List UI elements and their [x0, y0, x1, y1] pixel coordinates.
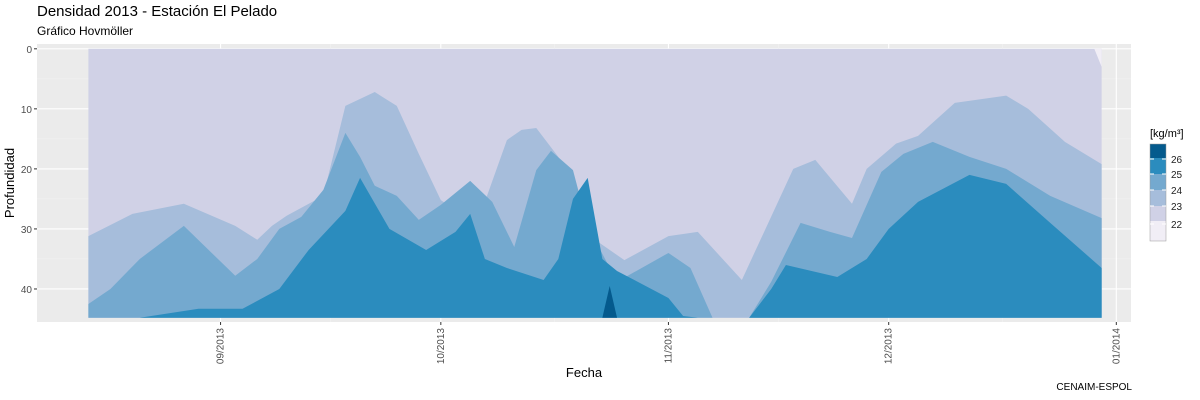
legend-title: [kg/m³]: [1150, 128, 1184, 140]
density-fills: [88, 48, 1102, 318]
y-tick-label: 10: [21, 105, 33, 116]
density-region-22: [1094, 48, 1102, 109]
y-tick-label: 0: [26, 45, 32, 56]
legend-swatch: [1150, 221, 1166, 241]
x-tick-label: 01/2014: [1111, 328, 1122, 365]
y-tick-label: 40: [21, 285, 33, 296]
legend-border: [1149, 143, 1167, 242]
legend-label: 26: [1171, 155, 1183, 166]
x-tick-label: 09/2013: [216, 328, 227, 365]
caption: CENAIM-ESPOL: [1056, 382, 1132, 393]
density-region-26: [602, 285, 618, 318]
x-tick-label: 12/2013: [884, 328, 895, 365]
chart-title: Densidad 2013 - Estación El Pelado: [37, 3, 278, 20]
y-tick-label: 30: [21, 225, 33, 236]
legend-swatch: [1150, 206, 1166, 221]
legend-swatch: [1150, 190, 1166, 206]
legend-swatch: [1150, 174, 1166, 190]
x-axis-ticks: 09/2013 10/2013 11/2013 12/2013 01/2014: [216, 322, 1122, 365]
chart-subtitle: Gráfico Hovmöller: [37, 24, 134, 38]
x-tick-label: 11/2013: [663, 328, 674, 364]
legend-swatch: [1150, 144, 1166, 158]
y-axis-label: Profundidad: [2, 148, 17, 218]
x-axis-label: Fecha: [566, 365, 603, 380]
legend-swatch: [1150, 158, 1166, 174]
y-tick-label: 20: [21, 165, 33, 176]
y-axis-ticks: 0 10 20 30 40: [21, 45, 37, 296]
density-region-25: [139, 174, 1102, 318]
legend-label: 22: [1171, 220, 1183, 231]
legend: [kg/m³] 26 25 24 23 22: [1149, 128, 1184, 242]
legend-label: 25: [1171, 170, 1183, 181]
legend-label: 23: [1171, 202, 1183, 213]
x-tick-label: 10/2013: [436, 328, 447, 365]
legend-label: 24: [1171, 186, 1183, 197]
